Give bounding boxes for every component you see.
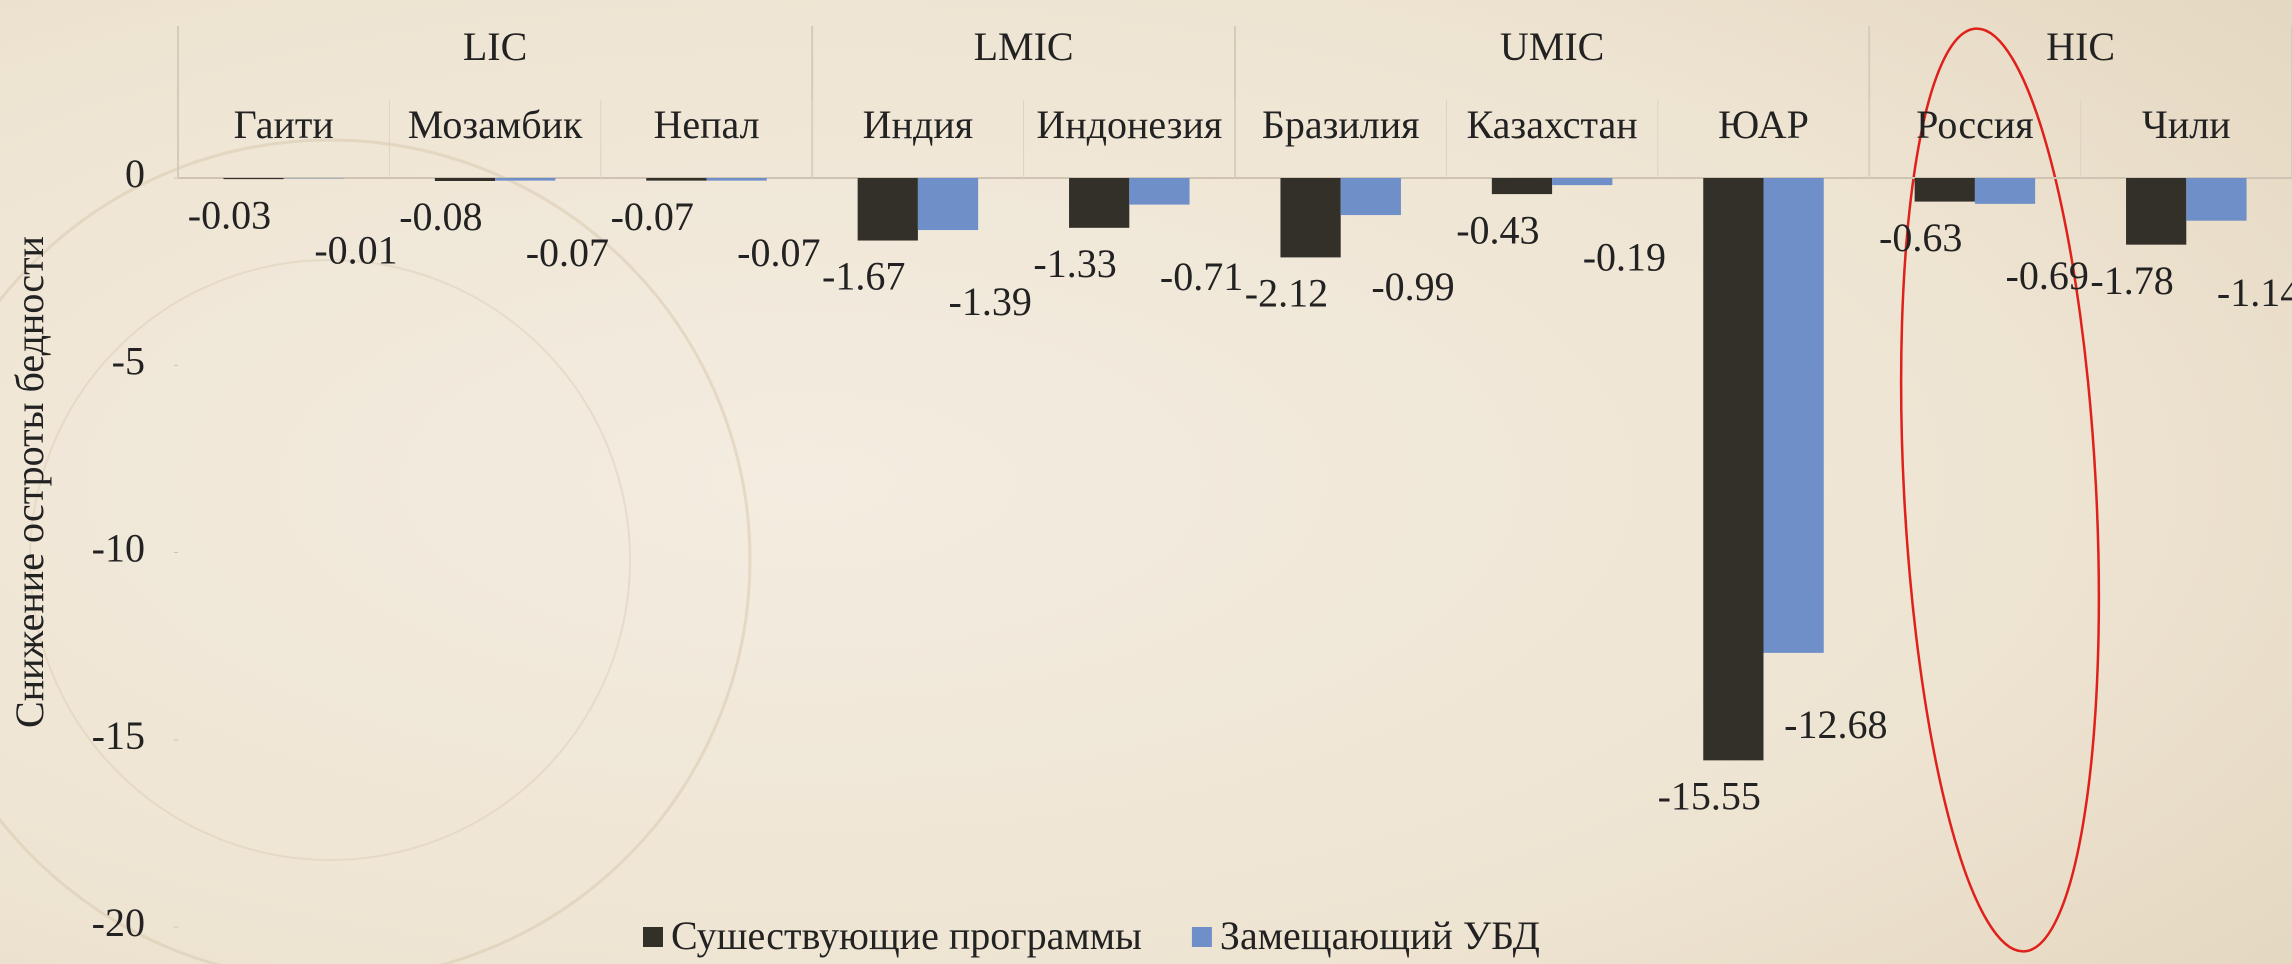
data-label: -1.33 [1033, 241, 1116, 286]
group-label: LIC [463, 24, 527, 69]
y-tick-label: -15 [92, 713, 145, 758]
data-label: -0.08 [399, 194, 482, 239]
bar [495, 178, 556, 181]
bar [1914, 178, 1975, 202]
bar [1552, 178, 1613, 186]
legend-label: Замещающий УБД [1220, 913, 1540, 958]
highlight-ellipse [1899, 27, 2101, 953]
bar [1280, 178, 1341, 258]
bar [2126, 178, 2187, 245]
legend-swatch [1191, 927, 1212, 947]
decor [29, 259, 631, 861]
data-label: -0.07 [737, 230, 820, 275]
data-label: -15.55 [1658, 774, 1761, 819]
x-tick-label: Гаити [234, 102, 334, 147]
bar [2186, 178, 2247, 221]
data-label: -0.19 [1583, 234, 1666, 279]
data-label: -1.14 [2217, 270, 2292, 315]
bar [1703, 178, 1764, 761]
x-tick-label: Индонезия [1036, 102, 1222, 147]
data-label: -12.68 [1784, 702, 1887, 747]
legend-label: Сушествующие программы [671, 913, 1142, 958]
bar [434, 178, 496, 181]
data-label: -2.12 [1245, 271, 1328, 316]
data-label: -0.99 [1371, 264, 1454, 309]
data-label: -0.07 [526, 230, 609, 275]
decor [0, 138, 752, 964]
data-label: -1.78 [2090, 258, 2173, 303]
group-label: LMIC [974, 24, 1074, 69]
bar [1340, 178, 1401, 216]
bar [1974, 178, 2036, 204]
data-label: -0.71 [1160, 254, 1243, 299]
x-tick-label: Казахстан [1466, 102, 1637, 147]
bar [1129, 178, 1190, 205]
data-label: -0.07 [611, 194, 694, 239]
bar [706, 178, 767, 181]
legend-swatch [643, 927, 663, 947]
y-tick-label: 0 [125, 151, 145, 196]
x-tick-label: Индия [863, 102, 973, 147]
data-label: -1.67 [822, 254, 905, 299]
bar [917, 178, 979, 231]
x-tick-label: Мозамбик [408, 102, 583, 147]
y-tick-label: -5 [112, 338, 145, 383]
x-tick-label: Непал [653, 102, 759, 147]
x-tick-label: Бразилия [1262, 102, 1420, 147]
x-tick-label: Чили [2142, 102, 2231, 147]
data-label: -0.63 [1879, 215, 1962, 260]
y-tick-label: -10 [92, 526, 145, 571]
bar [1069, 178, 1130, 228]
data-label: -1.39 [949, 279, 1032, 324]
data-label: -0.01 [314, 228, 397, 273]
bar [646, 178, 707, 181]
y-axis-title: Снижение остроты бедности [7, 236, 52, 728]
group-label: UMIC [1500, 24, 1604, 69]
y-tick-label: -20 [92, 900, 145, 945]
x-tick-label: Россия [1916, 102, 2034, 147]
data-label: -0.43 [1456, 207, 1539, 252]
data-label: -0.03 [188, 192, 271, 237]
bar [1763, 178, 1824, 653]
x-tick-label: ЮАР [1718, 102, 1809, 147]
bar [223, 178, 284, 180]
bar [1491, 178, 1553, 195]
bar [857, 178, 918, 241]
data-label: -0.69 [2006, 253, 2089, 298]
group-label: HIC [2046, 24, 2115, 69]
